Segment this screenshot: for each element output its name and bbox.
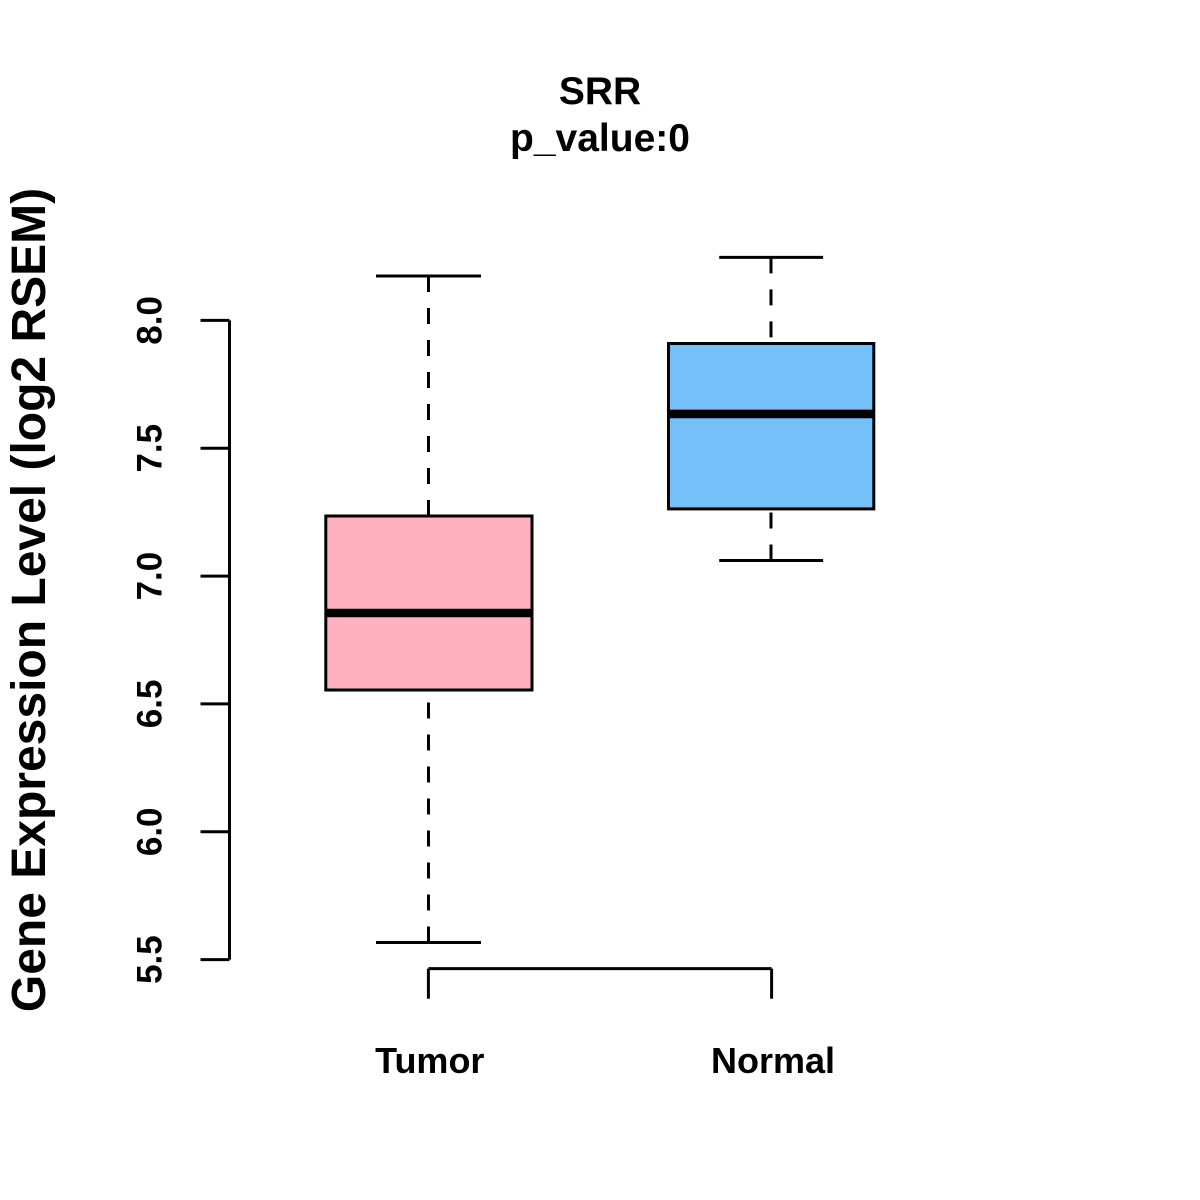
svg-text:Tumor: Tumor (375, 1040, 484, 1081)
svg-text:6.5: 6.5 (131, 680, 170, 729)
svg-text:7.0: 7.0 (131, 552, 170, 601)
svg-text:6.0: 6.0 (131, 807, 170, 856)
svg-text:Gene Expression Level (log2 RS: Gene Expression Level (log2 RSEM) (3, 188, 56, 1012)
svg-text:7.5: 7.5 (131, 424, 170, 473)
svg-text:5.5: 5.5 (131, 935, 170, 984)
svg-text:8.0: 8.0 (131, 296, 170, 345)
svg-text:Normal: Normal (711, 1040, 835, 1081)
svg-text:p_value:0: p_value:0 (510, 117, 690, 160)
svg-text:SRR: SRR (559, 70, 641, 113)
